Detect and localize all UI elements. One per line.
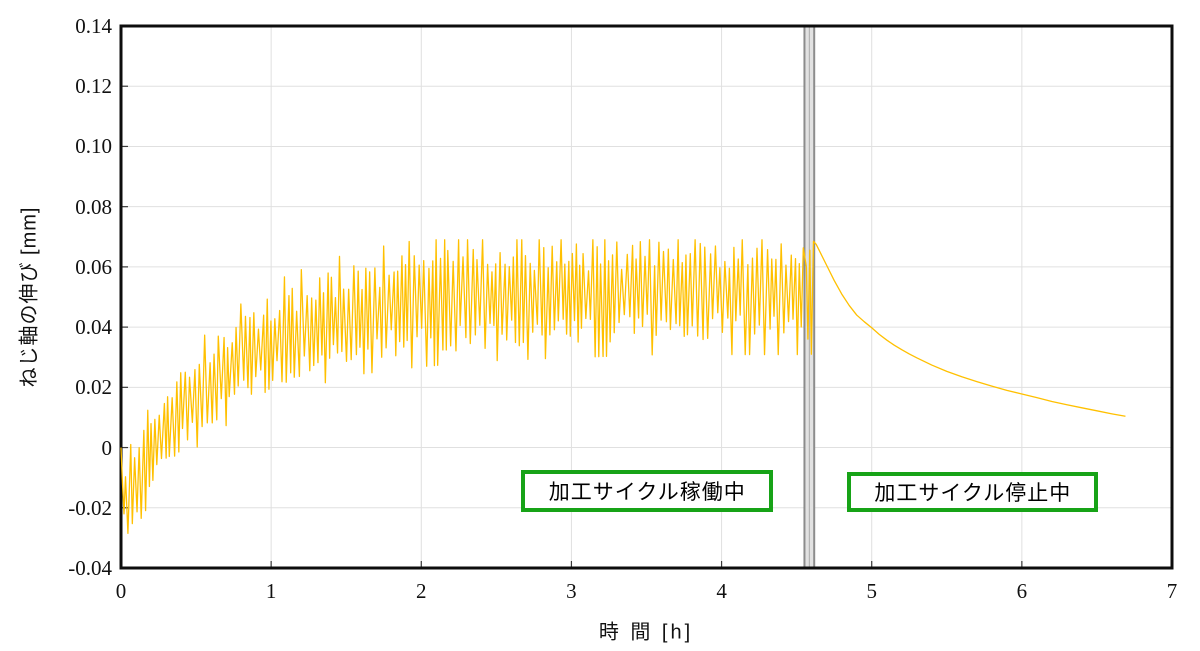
annotation-machining-cycle-stopped: 加工サイクル停止中 — [847, 471, 1099, 512]
y-tick-label: 0.04 — [75, 315, 112, 340]
x-tick-label: 0 — [115, 579, 127, 603]
y-tick-label: 0.08 — [75, 194, 112, 219]
annotation-machining-cycle-operating-label: 加工サイクル稼働中 — [548, 480, 746, 504]
y-tick-label: -0.04 — [68, 556, 112, 580]
x-tick-label: 3 — [566, 579, 577, 603]
annotation-machining-cycle-stopped-label: 加工サイクル停止中 — [874, 481, 1072, 505]
y-tick-label: -0.02 — [68, 495, 112, 520]
y-tick-label: 0.02 — [75, 375, 112, 400]
y-tick-label: 0.12 — [75, 74, 112, 99]
y-tick-label: 0 — [101, 435, 113, 460]
y-tick-label: 0.10 — [75, 134, 112, 159]
y-axis-title: ねじ軸の伸び [mm] — [18, 206, 41, 388]
x-tick-label: 4 — [716, 579, 727, 603]
annotation-machining-cycle-operating: 加工サイクル稼働中 — [521, 469, 774, 512]
x-tick-label: 2 — [416, 579, 427, 603]
x-axis-title: 時 間 [h] — [598, 621, 694, 644]
plot-border — [119, 24, 1174, 570]
elongation-line-series — [120, 239, 1126, 535]
y-tick-label: 0.14 — [75, 14, 112, 38]
x-tick-label: 6 — [1016, 579, 1028, 603]
y-tick-label: 0.06 — [75, 254, 112, 279]
x-tick-label: 7 — [1166, 579, 1178, 603]
x-tick-label: 5 — [866, 579, 877, 603]
x-tick-label: 1 — [265, 579, 277, 603]
